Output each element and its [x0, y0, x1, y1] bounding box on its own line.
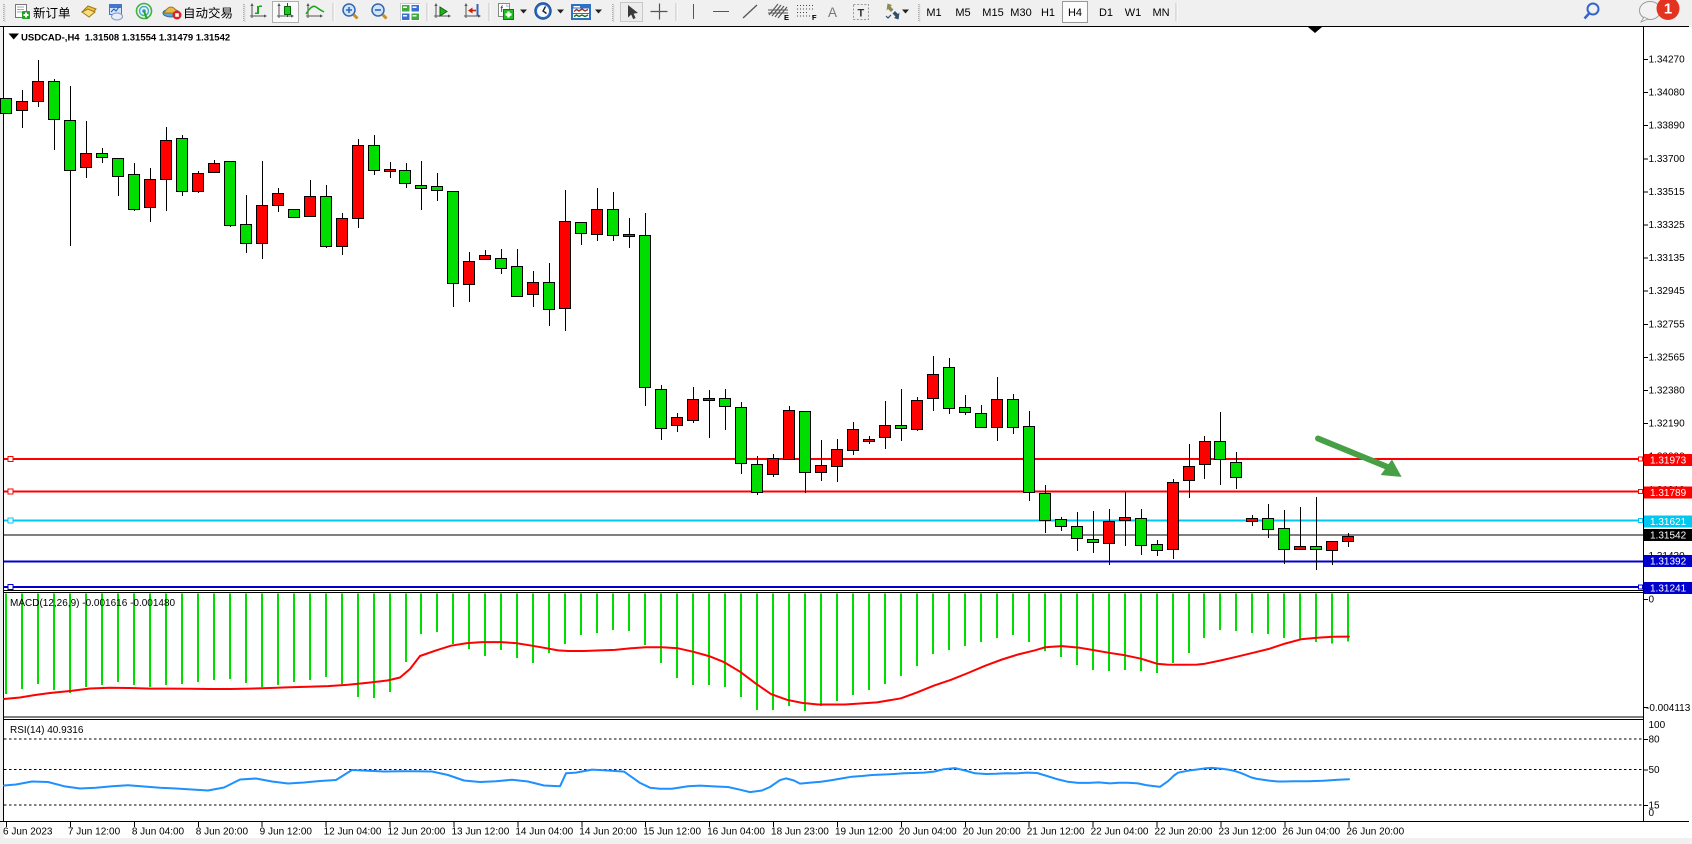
svg-text:9 Jun 12:00: 9 Jun 12:00 [260, 827, 313, 838]
svg-text:-0.004113: -0.004113 [1646, 703, 1691, 714]
svg-text:23 Jun 12:00: 23 Jun 12:00 [1218, 827, 1276, 838]
svg-text:22 Jun 04:00: 22 Jun 04:00 [1091, 827, 1149, 838]
svg-text:1.31621: 1.31621 [1650, 517, 1687, 528]
svg-text:26 Jun 04:00: 26 Jun 04:00 [1282, 827, 1340, 838]
svg-text:19 Jun 12:00: 19 Jun 12:00 [835, 827, 893, 838]
svg-text:RSI(14) 40.9316: RSI(14) 40.9316 [10, 725, 84, 736]
svg-text:1.31392: 1.31392 [1650, 557, 1687, 568]
svg-text:1.34080: 1.34080 [1649, 88, 1686, 99]
svg-text:A: A [828, 5, 837, 20]
svg-text:0: 0 [1649, 595, 1655, 606]
svg-text:14 Jun 20:00: 14 Jun 20:00 [579, 827, 637, 838]
svg-text:1.32755: 1.32755 [1649, 319, 1686, 330]
svg-text:1.34270: 1.34270 [1649, 55, 1686, 66]
svg-text:22 Jun 20:00: 22 Jun 20:00 [1155, 827, 1213, 838]
svg-text:H4: H4 [1068, 7, 1082, 19]
svg-text:1.33325: 1.33325 [1649, 220, 1686, 231]
svg-text:1.33135: 1.33135 [1649, 253, 1686, 264]
svg-text:F: F [812, 13, 817, 22]
svg-text:M15: M15 [982, 7, 1003, 19]
svg-text:1.33700: 1.33700 [1649, 154, 1686, 165]
svg-text:USDCAD-,H4 1.31508 1.31554 1.: USDCAD-,H4 1.31508 1.31554 1.31479 1.315… [21, 33, 230, 44]
svg-text:MN: MN [1152, 7, 1169, 19]
svg-text:20 Jun 04:00: 20 Jun 04:00 [899, 827, 957, 838]
svg-text:20 Jun 20:00: 20 Jun 20:00 [963, 827, 1021, 838]
svg-text:M30: M30 [1010, 7, 1031, 19]
svg-text:12 Jun 20:00: 12 Jun 20:00 [388, 827, 446, 838]
svg-text:7 Jun 12:00: 7 Jun 12:00 [68, 827, 121, 838]
svg-text:1: 1 [1664, 1, 1672, 18]
svg-text:8 Jun 20:00: 8 Jun 20:00 [196, 827, 249, 838]
svg-text:1.31542: 1.31542 [1650, 531, 1687, 542]
svg-text:1.32565: 1.32565 [1649, 352, 1686, 363]
svg-text:100: 100 [1649, 720, 1666, 731]
svg-text:12 Jun 04:00: 12 Jun 04:00 [324, 827, 382, 838]
svg-text:1.33515: 1.33515 [1649, 187, 1686, 198]
svg-text:15 Jun 12:00: 15 Jun 12:00 [643, 827, 701, 838]
svg-text:26 Jun 20:00: 26 Jun 20:00 [1346, 827, 1404, 838]
svg-text:0: 0 [1649, 808, 1655, 819]
svg-text:M5: M5 [955, 7, 970, 19]
svg-text:18 Jun 23:00: 18 Jun 23:00 [771, 827, 829, 838]
svg-text:1.32380: 1.32380 [1649, 386, 1686, 397]
svg-text:1.33890: 1.33890 [1649, 121, 1686, 132]
svg-text:f: f [501, 4, 504, 14]
svg-text:21 Jun 12:00: 21 Jun 12:00 [1027, 827, 1085, 838]
svg-text:15: 15 [1649, 801, 1661, 812]
svg-text:1.31973: 1.31973 [1650, 456, 1687, 467]
svg-text:E: E [784, 13, 789, 22]
svg-text:1.31241: 1.31241 [1650, 584, 1687, 595]
svg-text:50: 50 [1649, 765, 1661, 776]
svg-text:14 Jun 04:00: 14 Jun 04:00 [515, 827, 573, 838]
svg-text:W1: W1 [1125, 7, 1142, 19]
svg-text:6 Jun 2023: 6 Jun 2023 [3, 827, 53, 838]
svg-text:1.32190: 1.32190 [1649, 419, 1686, 430]
svg-text:80: 80 [1649, 735, 1661, 746]
svg-text:1.31789: 1.31789 [1650, 488, 1687, 499]
svg-text:MACD(12,26,9) -0.001616 -0.001: MACD(12,26,9) -0.001616 -0.001480 [10, 598, 176, 609]
svg-text:T: T [858, 8, 865, 20]
svg-text:13 Jun 12:00: 13 Jun 12:00 [451, 827, 509, 838]
svg-text:M1: M1 [926, 7, 941, 19]
svg-text:16 Jun 04:00: 16 Jun 04:00 [707, 827, 765, 838]
svg-text:D1: D1 [1099, 7, 1113, 19]
svg-text:1.32945: 1.32945 [1649, 286, 1686, 297]
svg-text:H1: H1 [1041, 7, 1055, 19]
svg-text:8 Jun 04:00: 8 Jun 04:00 [132, 827, 185, 838]
